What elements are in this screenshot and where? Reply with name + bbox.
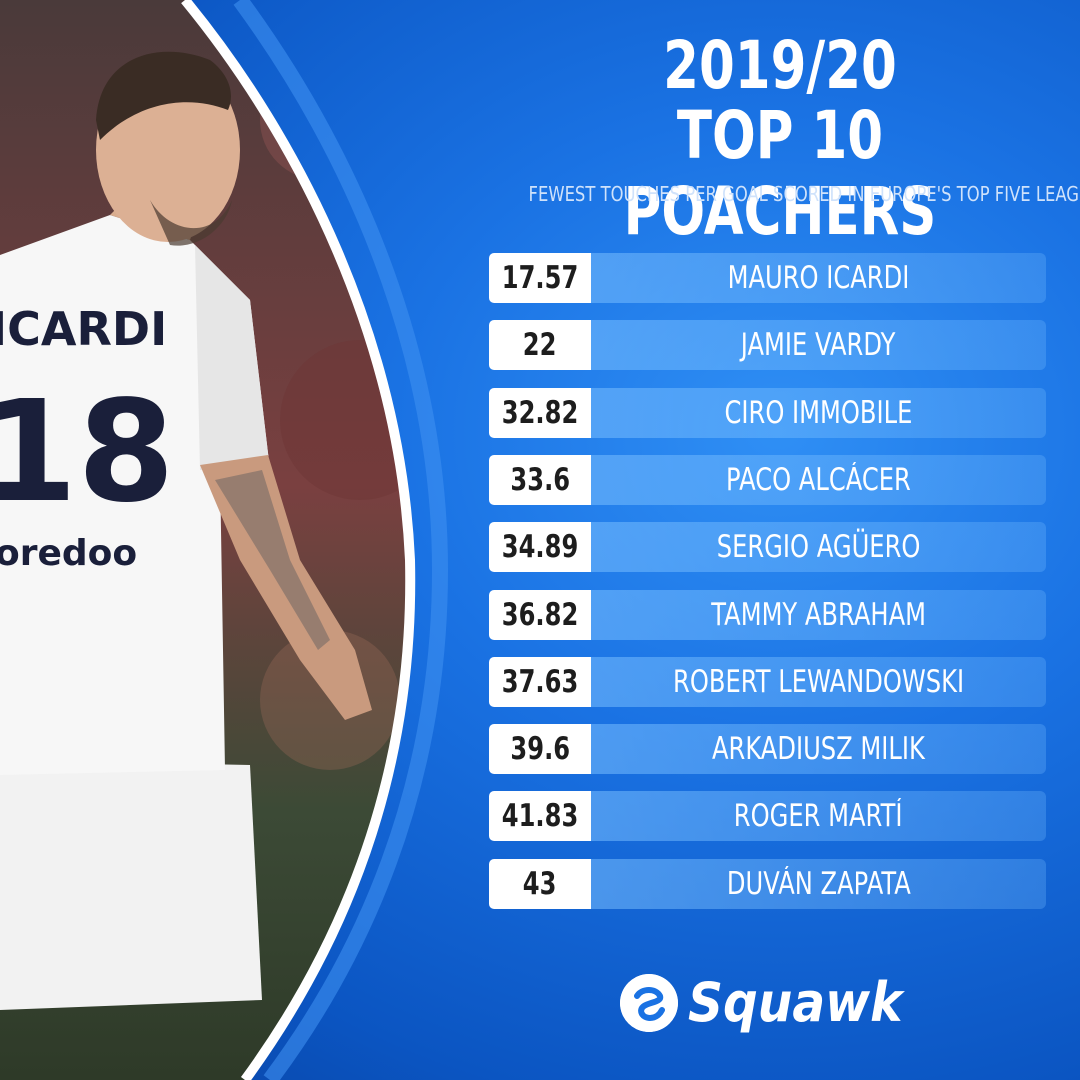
- table-row: 41.83 ROGER MARTÍ: [489, 791, 1046, 842]
- player-cell: ARKADIUSZ MILIK: [591, 724, 1046, 775]
- player-cell: MAURO ICARDI: [591, 253, 1046, 303]
- player-cell: SERGIO AGÜERO: [591, 522, 1046, 573]
- svg-text:oredoo: oredoo: [0, 533, 137, 574]
- table-row: 33.6 PACO ALCÁCER: [489, 454, 1046, 505]
- table-row: 22 JAMIE VARDY: [489, 320, 1046, 371]
- touches-per-goal-value: 37.63: [501, 663, 579, 700]
- subtitle: FEWEST TOUCHES PER GOAL SCORED IN EUROPE…: [528, 182, 1080, 206]
- value-cell: 34.89: [489, 522, 591, 573]
- player-name: ROGER MARTÍ: [734, 798, 903, 835]
- player-name: TAMMY ABRAHAM: [711, 596, 926, 633]
- value-cell: 17.57: [489, 253, 591, 303]
- player-cell: ROBERT LEWANDOWSKI: [591, 656, 1046, 707]
- table-row: 37.63 ROBERT LEWANDOWSKI: [489, 656, 1046, 707]
- table-row: 36.82 TAMMY ABRAHAM: [489, 589, 1046, 640]
- page-title: TOP 10 POACHERS: [623, 97, 937, 250]
- player-name: MAURO ICARDI: [727, 260, 910, 296]
- value-cell: 22: [489, 320, 591, 371]
- table-row: 17.57 MAURO ICARDI: [489, 253, 1046, 303]
- player-cell: DUVÁN ZAPATA: [591, 858, 1046, 909]
- player-cell: CIRO IMMOBILE: [591, 387, 1046, 438]
- touches-per-goal-value: 17.57: [501, 260, 579, 296]
- value-cell: 43: [489, 858, 591, 909]
- brand-name: Squawk: [688, 971, 903, 1034]
- value-cell: 37.63: [489, 656, 591, 707]
- table-row: 43 DUVÁN ZAPATA: [489, 858, 1046, 909]
- title-year: 2019/20: [663, 27, 897, 104]
- touches-per-goal-value: 39.6: [510, 731, 570, 768]
- player-name: ARKADIUSZ MILIK: [712, 731, 925, 768]
- touches-per-goal-value: 41.83: [501, 798, 579, 835]
- table-row: 34.89 SERGIO AGÜERO: [489, 522, 1046, 573]
- player-name: SERGIO AGÜERO: [716, 529, 921, 566]
- svg-text:18: 18: [0, 371, 175, 534]
- table-row: 32.82 CIRO IMMOBILE: [489, 387, 1046, 438]
- value-cell: 36.82: [489, 589, 591, 640]
- player-name: PACO ALCÁCER: [726, 461, 911, 498]
- value-cell: 32.82: [489, 387, 591, 438]
- touches-per-goal-value: 32.82: [501, 394, 579, 431]
- value-cell: 39.6: [489, 724, 591, 775]
- player-cell: PACO ALCÁCER: [591, 454, 1046, 505]
- svg-text:ICARDI: ICARDI: [0, 302, 167, 356]
- touches-per-goal-value: 36.82: [501, 596, 579, 633]
- brand-logo: Squawk: [620, 968, 920, 1038]
- player-name: DUVÁN ZAPATA: [726, 865, 911, 902]
- touches-per-goal-value: 43: [523, 865, 557, 902]
- player-cell: TAMMY ABRAHAM: [591, 589, 1046, 640]
- table-row: 39.6 ARKADIUSZ MILIK: [489, 724, 1046, 775]
- touches-per-goal-value: 33.6: [510, 461, 570, 498]
- value-cell: 33.6: [489, 454, 591, 505]
- player-name: CIRO IMMOBILE: [724, 394, 913, 431]
- player-name: JAMIE VARDY: [741, 327, 896, 364]
- value-cell: 41.83: [489, 791, 591, 842]
- squawka-logo-icon: [620, 974, 678, 1032]
- player-name: ROBERT LEWANDOWSKI: [672, 663, 965, 700]
- player-cell: ROGER MARTÍ: [591, 791, 1046, 842]
- touches-per-goal-value: 34.89: [501, 529, 579, 566]
- touches-per-goal-value: 22: [523, 327, 557, 364]
- player-cell: JAMIE VARDY: [591, 320, 1046, 371]
